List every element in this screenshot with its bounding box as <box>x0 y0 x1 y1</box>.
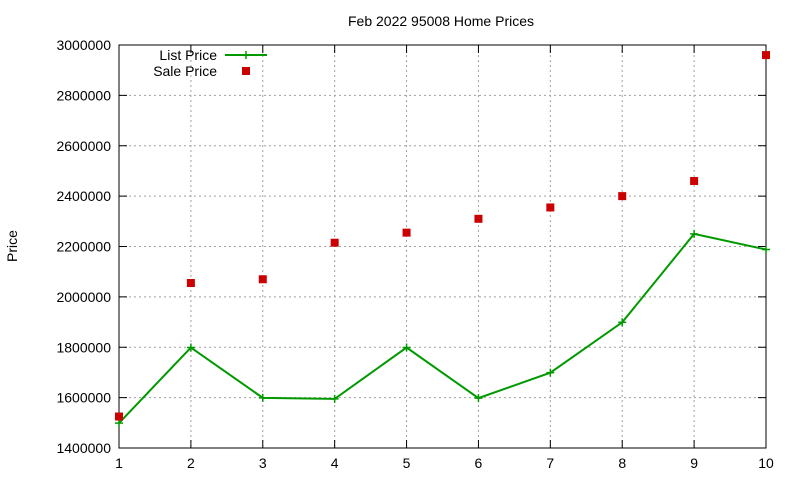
x-tick-label: 4 <box>331 455 339 471</box>
list-price-point <box>330 394 339 403</box>
list-price-point <box>690 229 699 238</box>
list-price-point <box>258 393 267 402</box>
sale-price-point <box>402 228 411 237</box>
x-tick-label: 3 <box>259 455 267 471</box>
y-tick-label: 3000000 <box>56 37 111 53</box>
legend-swatch-marker <box>242 67 250 75</box>
x-tick-label: 5 <box>403 455 411 471</box>
chart-title: Feb 2022 95008 Home Prices <box>348 13 534 29</box>
y-tick-label: 2600000 <box>56 138 111 154</box>
sale-price-point <box>618 192 627 201</box>
sale-price-point <box>258 275 267 284</box>
sale-price-point <box>762 51 770 60</box>
sale-price-point <box>474 214 483 223</box>
series-list-price <box>115 229 770 428</box>
legend-label: Sale Price <box>153 63 217 79</box>
x-tick-label: 6 <box>475 455 483 471</box>
sale-price-point <box>690 177 699 186</box>
sale-price-point <box>186 279 195 288</box>
plot-frame <box>118 44 767 449</box>
y-tick-label: 2400000 <box>56 188 111 204</box>
y-tick-label: 2200000 <box>56 239 111 255</box>
sale-price-point <box>330 238 339 247</box>
list-price-line <box>118 232 767 424</box>
tick-layer: 1400000 1600000 1800000 2000000 2200000 24000… <box>56 37 774 471</box>
list-price-point <box>402 343 411 352</box>
sale-price-point <box>546 203 555 212</box>
y-axis-label: Price <box>4 230 20 262</box>
x-tick-label: 7 <box>546 455 554 471</box>
x-tick-label: 9 <box>690 455 698 471</box>
list-price-point <box>618 318 627 327</box>
list-price-point <box>546 368 555 377</box>
legend-label: List Price <box>159 47 217 63</box>
grid-layer <box>119 45 766 448</box>
x-tick-label: 8 <box>618 455 626 471</box>
series-layer <box>115 51 770 428</box>
list-price-point <box>474 394 483 403</box>
x-tick-label: 10 <box>758 455 774 471</box>
y-tick-label: 2800000 <box>56 87 111 103</box>
y-tick-label: 2000000 <box>56 289 111 305</box>
list-price-point <box>762 245 770 254</box>
legend-swatch-marker <box>242 51 250 59</box>
series-sale-price <box>115 51 770 421</box>
sale-price-point <box>115 412 123 421</box>
x-tick-label: 2 <box>187 455 195 471</box>
y-tick-label: 1400000 <box>56 440 111 456</box>
list-price-point <box>186 343 195 352</box>
y-tick-label: 1800000 <box>56 339 111 355</box>
y-tick-label: 1600000 <box>56 390 111 406</box>
x-tick-label: 1 <box>115 455 123 471</box>
